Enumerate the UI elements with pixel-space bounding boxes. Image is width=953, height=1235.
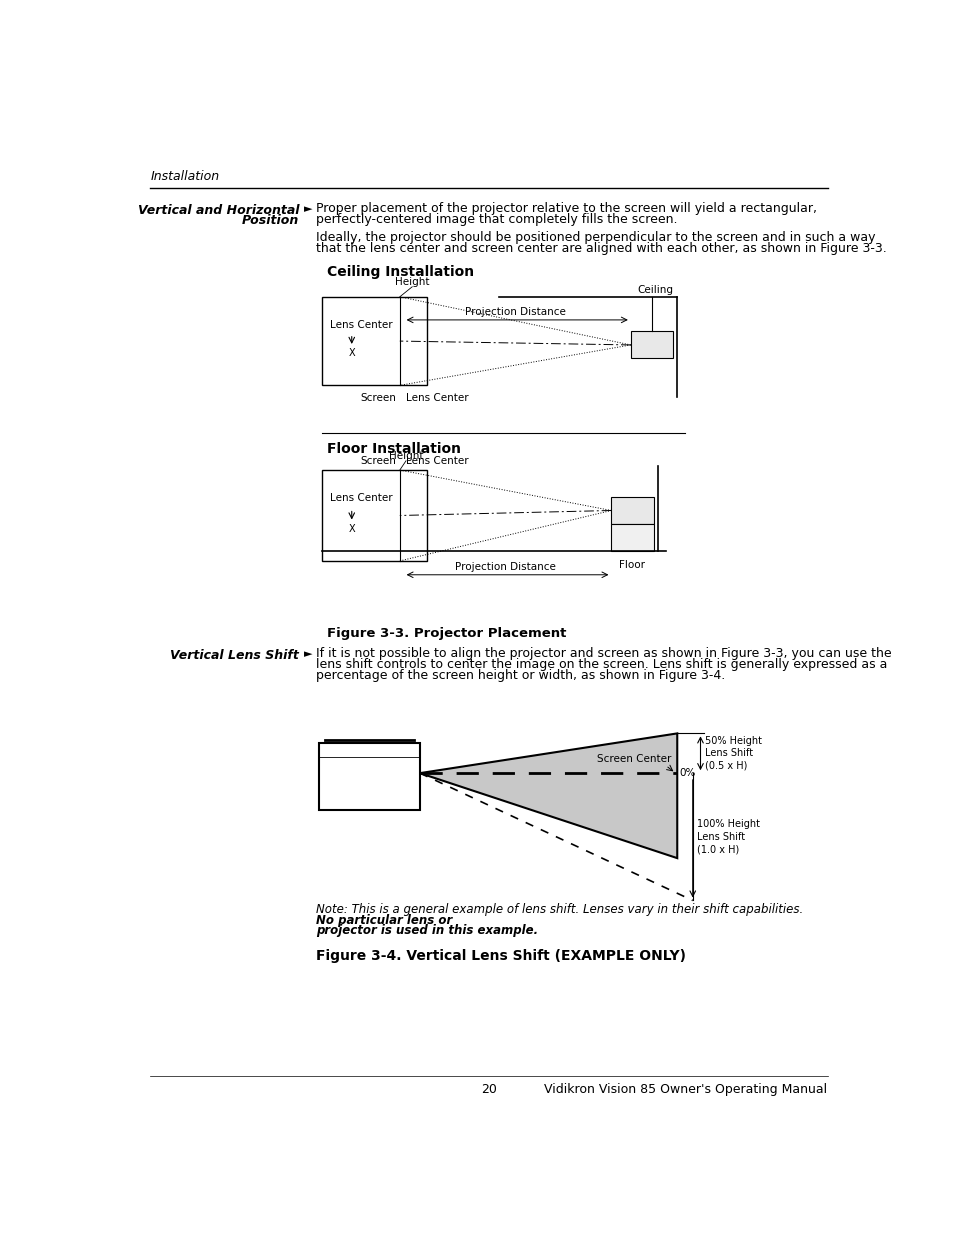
Text: Lens Center: Lens Center xyxy=(406,456,468,466)
Text: Lens Center: Lens Center xyxy=(330,493,393,503)
Text: Projection Distance: Projection Distance xyxy=(464,306,565,317)
Bar xyxy=(630,331,673,358)
Text: that the lens center and screen center are aligned with each other, as shown in : that the lens center and screen center a… xyxy=(315,242,886,256)
Bar xyxy=(322,296,427,385)
Text: Figure 3-3. Projector Placement: Figure 3-3. Projector Placement xyxy=(327,627,566,640)
Bar xyxy=(319,742,419,810)
Text: Screen: Screen xyxy=(359,456,395,466)
Text: Position: Position xyxy=(241,215,298,227)
Text: Lens Center: Lens Center xyxy=(406,393,468,403)
Text: 20: 20 xyxy=(480,1083,497,1095)
Text: perfectly-centered image that completely fills the screen.: perfectly-centered image that completely… xyxy=(315,212,677,226)
Text: Proper placement of the projector relative to the screen will yield a rectangula: Proper placement of the projector relati… xyxy=(315,203,816,215)
Text: ►: ► xyxy=(303,648,312,658)
Text: Installation: Installation xyxy=(150,169,219,183)
Bar xyxy=(611,496,654,524)
Text: projector is used in this example.: projector is used in this example. xyxy=(315,924,537,937)
Polygon shape xyxy=(419,734,677,858)
Text: 50% Height
Lens Shift
(0.5 x H): 50% Height Lens Shift (0.5 x H) xyxy=(704,736,761,771)
Text: Ideally, the projector should be positioned perpendicular to the screen and in s: Ideally, the projector should be positio… xyxy=(315,231,875,245)
Text: Vertical Lens Shift: Vertical Lens Shift xyxy=(170,648,298,662)
Text: Vidikron Vision 85 Owner's Operating Manual: Vidikron Vision 85 Owner's Operating Man… xyxy=(544,1083,827,1095)
Text: Height: Height xyxy=(388,451,423,461)
Bar xyxy=(611,524,654,551)
Text: Height: Height xyxy=(395,277,429,287)
Text: Lens Center: Lens Center xyxy=(330,320,393,330)
Text: Figure 3-4. Vertical Lens Shift (EXAMPLE ONLY): Figure 3-4. Vertical Lens Shift (EXAMPLE… xyxy=(315,948,685,963)
Text: X: X xyxy=(348,524,355,534)
Text: 100% Height
Lens Shift
(1.0 x H): 100% Height Lens Shift (1.0 x H) xyxy=(697,819,760,855)
Text: Floor: Floor xyxy=(618,561,644,571)
Text: Vertical and Horizontal: Vertical and Horizontal xyxy=(137,204,298,216)
Text: Screen: Screen xyxy=(359,393,395,403)
Text: Screen Center: Screen Center xyxy=(596,753,670,764)
Text: Ceiling Installation: Ceiling Installation xyxy=(327,266,474,279)
Text: Note: This is a general example of lens shift. Lenses vary in their shift capabi: Note: This is a general example of lens … xyxy=(315,903,806,916)
Text: lens shift controls to center the image on the screen. Lens shift is generally e: lens shift controls to center the image … xyxy=(315,658,886,671)
Text: ►: ► xyxy=(303,204,312,214)
Text: No particular lens or: No particular lens or xyxy=(315,914,452,926)
Text: If it is not possible to align the projector and screen as shown in Figure 3-3, : If it is not possible to align the proje… xyxy=(315,647,891,661)
Text: percentage of the screen height or width, as shown in Figure 3-4.: percentage of the screen height or width… xyxy=(315,668,724,682)
Text: Floor Installation: Floor Installation xyxy=(327,442,460,457)
Bar xyxy=(322,471,427,561)
Text: Ceiling: Ceiling xyxy=(637,285,673,295)
Text: X: X xyxy=(348,348,355,358)
Text: 0%: 0% xyxy=(679,768,696,778)
Text: Projection Distance: Projection Distance xyxy=(455,562,556,572)
